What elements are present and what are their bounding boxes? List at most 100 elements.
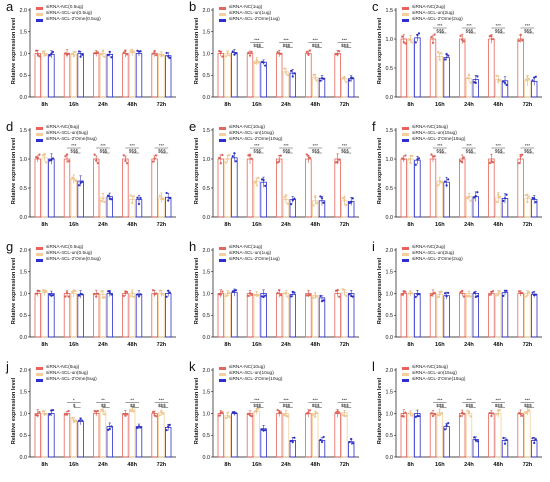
bar bbox=[400, 293, 407, 338]
data-point bbox=[476, 75, 479, 78]
data-point bbox=[279, 411, 282, 414]
significance-upper: *** bbox=[525, 143, 531, 148]
data-point bbox=[38, 55, 41, 58]
data-point bbox=[160, 410, 163, 413]
data-point bbox=[336, 53, 339, 56]
data-point bbox=[293, 436, 296, 439]
bar bbox=[41, 413, 48, 458]
bar bbox=[135, 53, 143, 98]
data-point bbox=[445, 424, 448, 427]
significance-upper: * bbox=[73, 398, 75, 403]
legend-entry: siRNA-4CL-2'Ome(15ug) bbox=[402, 137, 465, 143]
data-point bbox=[71, 290, 74, 294]
data-point bbox=[122, 51, 125, 54]
data-point bbox=[443, 428, 447, 431]
bar-chart-svg: 0.00.51.01.52.08h***$$$16h***$$$24h***$$… bbox=[386, 368, 542, 468]
data-point bbox=[417, 157, 421, 160]
significance-lower: $$$ bbox=[466, 148, 474, 153]
data-point bbox=[437, 296, 440, 299]
data-point bbox=[228, 153, 231, 157]
data-point bbox=[445, 52, 448, 56]
data-point bbox=[81, 53, 84, 56]
legend-label: siRNA-4CL-2'Ome(0.5ug) bbox=[46, 17, 101, 23]
bar bbox=[407, 413, 414, 458]
bar bbox=[224, 158, 231, 218]
data-point bbox=[67, 52, 70, 55]
legend-swatch bbox=[219, 246, 226, 250]
data-point bbox=[284, 194, 288, 197]
data-point bbox=[440, 181, 443, 184]
legend-entry: siRNA-4CL-un(10ug) bbox=[219, 131, 282, 137]
legend-swatch bbox=[36, 126, 43, 130]
bar-chart-svg: 0.00.51.01.58h***$$$16h***$$$24h***$$$48… bbox=[386, 8, 542, 108]
y-tick-label: 0.0 bbox=[20, 95, 28, 101]
x-tick-label: 16h bbox=[252, 102, 262, 108]
bar bbox=[246, 53, 254, 98]
x-tick-label: 48h bbox=[493, 102, 503, 108]
bar bbox=[93, 53, 100, 98]
data-point bbox=[167, 425, 170, 428]
x-tick-label: 16h bbox=[252, 342, 262, 348]
data-point bbox=[417, 293, 421, 296]
data-point bbox=[51, 409, 55, 412]
chart-panel-i: i Relative expression level 0.0 0.5 1.0 1.5 2.… bbox=[366, 239, 549, 360]
bar bbox=[414, 37, 421, 98]
data-point bbox=[521, 153, 524, 156]
data-point bbox=[320, 197, 324, 200]
data-point bbox=[65, 413, 69, 416]
legend: siRNA-NC(1ug) siRNA-4CL-un(1ug) siRNA-4CL-… bbox=[219, 245, 280, 264]
bar bbox=[224, 293, 231, 338]
significance-upper: *** bbox=[466, 398, 472, 403]
data-point bbox=[158, 414, 161, 417]
data-point bbox=[351, 197, 354, 200]
legend-label: siRNA-4CL-2'Ome(2ug) bbox=[412, 257, 463, 263]
bar bbox=[63, 158, 71, 218]
x-tick-label: 48h bbox=[310, 462, 320, 468]
data-point bbox=[350, 201, 353, 204]
y-tick-label: 1.0 bbox=[203, 157, 211, 163]
x-tick-label: 16h bbox=[69, 102, 79, 108]
significance-lower: $$$ bbox=[436, 28, 444, 33]
data-point bbox=[519, 33, 522, 36]
significance-lower: $$$ bbox=[312, 43, 320, 48]
data-point bbox=[526, 411, 529, 414]
x-tick-label: 24h bbox=[464, 462, 474, 468]
y-tick-label: 0.0 bbox=[203, 95, 211, 101]
data-point bbox=[498, 409, 501, 412]
legend-label: siRNA-NC(5ug) bbox=[46, 365, 80, 370]
data-point bbox=[505, 438, 508, 441]
data-point bbox=[161, 293, 165, 296]
x-tick-label: 72h bbox=[157, 462, 167, 468]
data-point bbox=[505, 289, 508, 292]
data-point bbox=[407, 158, 411, 161]
y-tick-label: 0.5 bbox=[203, 73, 211, 79]
data-point bbox=[531, 437, 534, 440]
data-point bbox=[447, 422, 450, 425]
data-point bbox=[447, 178, 450, 181]
data-point bbox=[283, 413, 286, 416]
significance-lower: $$$ bbox=[436, 403, 444, 408]
data-point bbox=[96, 409, 99, 413]
legend-entry: siRNA-NC(15ug) bbox=[402, 365, 465, 371]
x-tick-label: 24h bbox=[464, 222, 474, 228]
bar bbox=[231, 292, 238, 338]
data-point bbox=[402, 415, 405, 418]
data-point bbox=[51, 294, 55, 297]
data-point bbox=[264, 294, 267, 297]
bar bbox=[459, 293, 466, 338]
bar bbox=[77, 420, 84, 458]
legend-swatch bbox=[219, 12, 226, 16]
y-tick-label: 0.0 bbox=[20, 215, 28, 221]
data-point bbox=[338, 158, 341, 161]
data-point bbox=[101, 197, 105, 200]
x-tick-label: 48h bbox=[127, 102, 137, 108]
data-point bbox=[250, 414, 253, 418]
y-tick-label: 1.0 bbox=[203, 411, 211, 417]
y-tick-label: 1.5 bbox=[386, 128, 394, 134]
data-point bbox=[461, 289, 464, 292]
x-tick-label: 72h bbox=[157, 222, 167, 228]
data-point bbox=[74, 179, 77, 182]
data-point bbox=[155, 53, 158, 57]
data-point bbox=[416, 158, 419, 161]
